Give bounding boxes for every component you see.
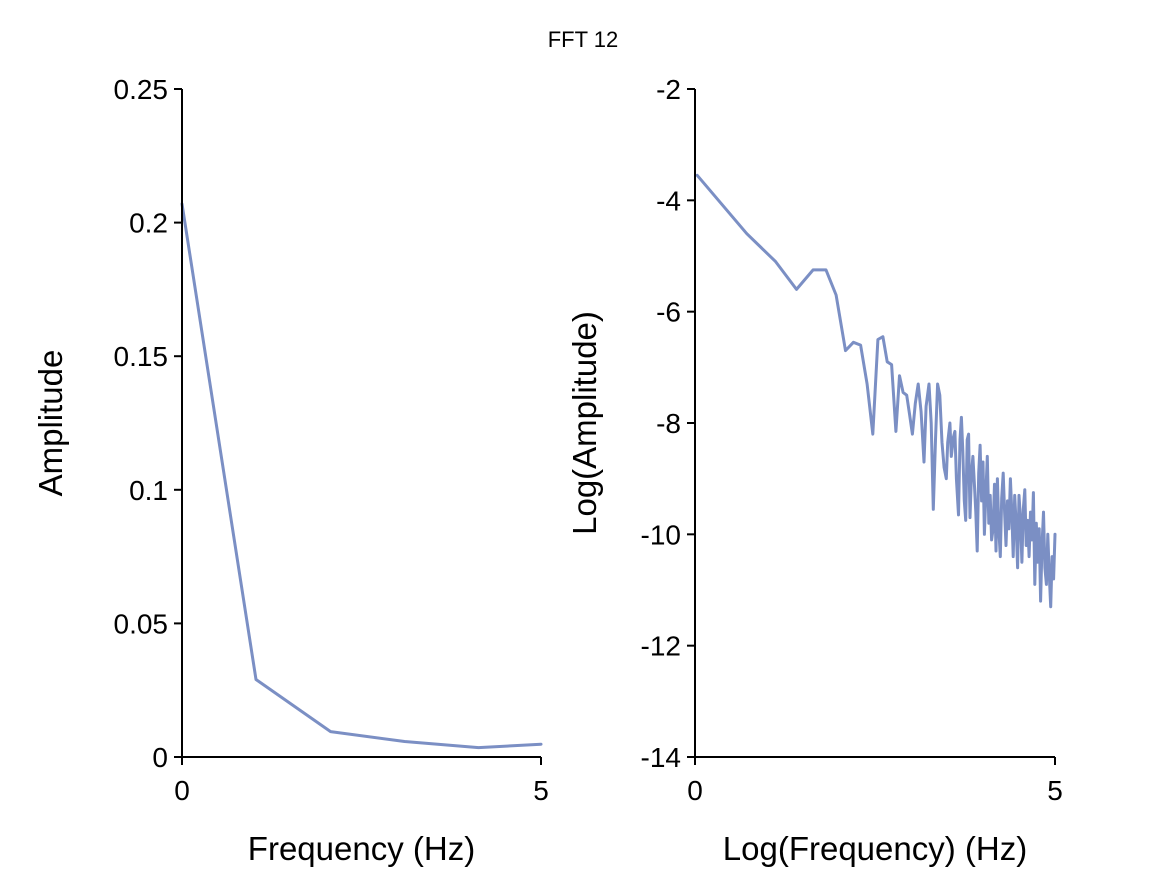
- log-amplitude-y-tick-label: -6: [656, 297, 681, 328]
- amplitude-x-axis-title: Frequency (Hz): [248, 830, 475, 867]
- amplitude-y-tick-label: 0.05: [114, 608, 169, 639]
- log-amplitude-y-ticks: -14 -12 -10 -8 -6 -4 -2: [641, 74, 695, 773]
- log-amplitude-x-tick-label: 5: [1047, 775, 1063, 806]
- log-amplitude-y-tick-label: -10: [641, 519, 681, 550]
- log-amplitude-y-tick-label: -12: [641, 631, 681, 662]
- log-amplitude-y-tick-label: -14: [641, 742, 681, 773]
- amplitude-x-tick-label: 0: [174, 775, 190, 806]
- amplitude-y-tick-label: 0: [152, 742, 168, 773]
- amplitude-y-tick-label: 0.25: [114, 74, 169, 105]
- log-amplitude-y-axis-title: Log(Amplitude): [566, 311, 603, 535]
- amplitude-y-tick-label: 0.1: [129, 475, 168, 506]
- log-amplitude-x-axis-title: Log(Frequency) (Hz): [723, 830, 1027, 867]
- log-amplitude-y-tick-label: -4: [656, 185, 681, 216]
- amplitude-y-tick-label: 0.15: [114, 341, 169, 372]
- amplitude-series-line: [180, 202, 543, 750]
- log-amplitude-y-tick-label: -8: [656, 408, 681, 439]
- log-amplitude-y-tick-label: -2: [656, 74, 681, 105]
- log-amplitude-x-tick-label: 0: [687, 775, 703, 806]
- amplitude-y-tick-label: 0.2: [129, 208, 168, 239]
- amplitude-y-axis-title: Amplitude: [32, 350, 69, 497]
- figure-title: FFT 12: [548, 27, 619, 52]
- log-amplitude-series-line: [695, 173, 1057, 609]
- amplitude-x-tick-label: 5: [533, 775, 549, 806]
- amplitude-y-ticks: 0 0.05 0.1 0.15 0.2 0.25: [114, 74, 182, 773]
